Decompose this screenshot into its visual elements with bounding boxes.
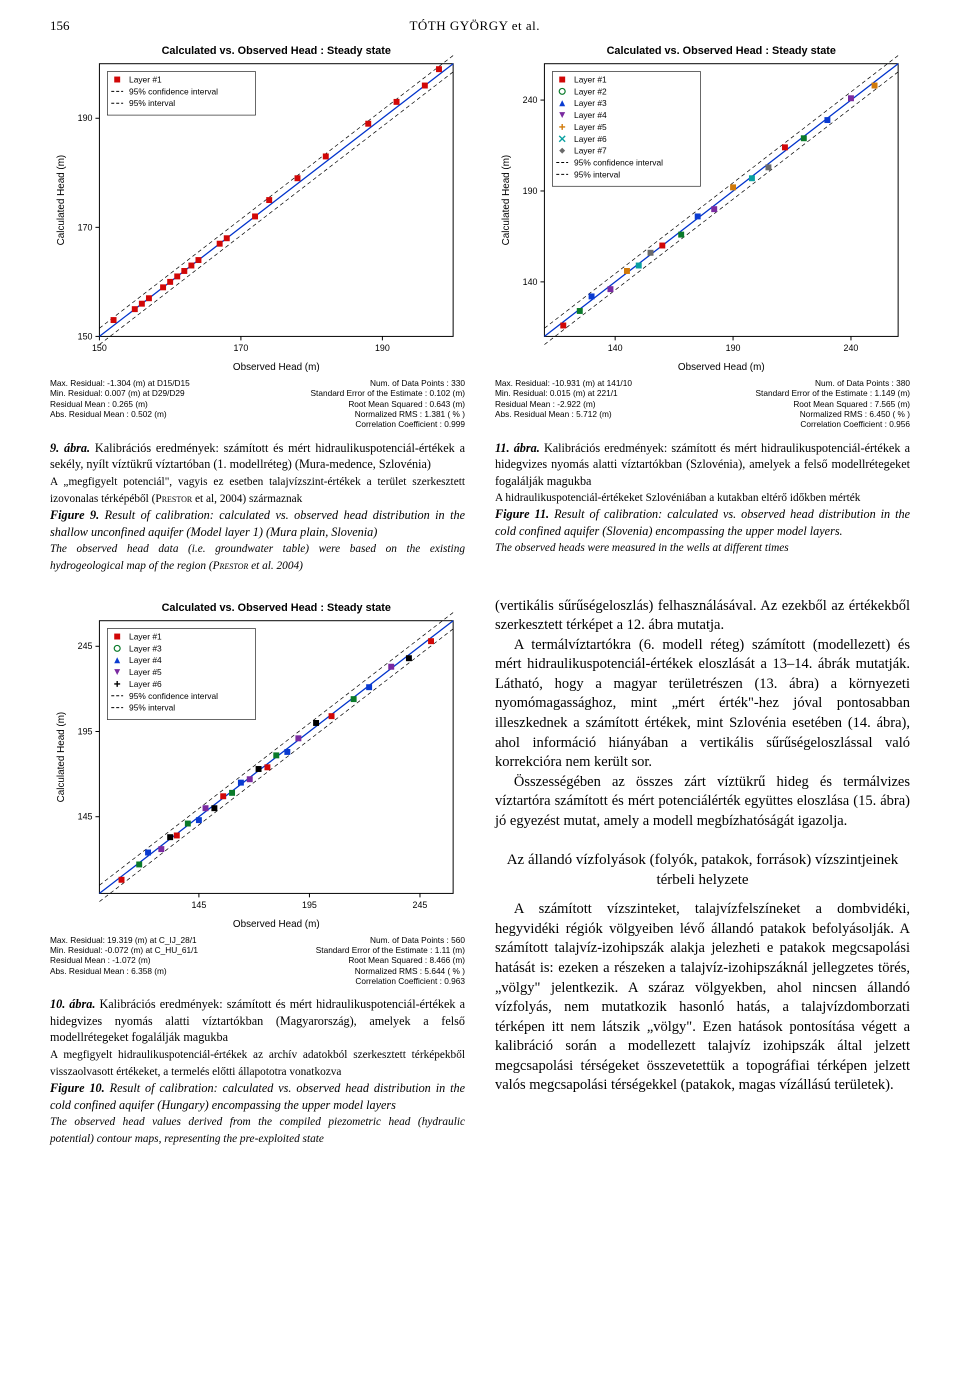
- figure-9: Calculated vs. Observed Head : Steady st…: [50, 40, 465, 575]
- svg-text:Calculated Head (m): Calculated Head (m): [56, 155, 67, 246]
- figure-11: Calculated vs. Observed Head : Steady st…: [495, 40, 910, 575]
- svg-text:190: 190: [726, 343, 741, 353]
- svg-text:Layer #2: Layer #2: [574, 86, 607, 96]
- svg-text:150: 150: [78, 331, 93, 341]
- svg-text:Layer #3: Layer #3: [129, 643, 162, 653]
- svg-text:Layer #5: Layer #5: [129, 667, 162, 677]
- page-number: 156: [50, 18, 70, 34]
- page-header: 156 TÓTH GYÖRGY et al.: [50, 18, 910, 34]
- fig9-chart: Calculated vs. Observed Head : Steady st…: [50, 40, 465, 376]
- svg-text:Layer #1: Layer #1: [129, 74, 162, 84]
- svg-text:190: 190: [523, 186, 538, 196]
- svg-text:190: 190: [78, 113, 93, 123]
- fig10-stats: Max. Residual: 19.319 (m) at C_IJ_28/1 M…: [50, 935, 465, 987]
- svg-text:95% interval: 95% interval: [129, 98, 175, 108]
- svg-text:195: 195: [78, 726, 93, 736]
- fig11-stats: Max. Residual: -10.931 (m) at 141/10 Min…: [495, 378, 910, 430]
- svg-text:Observed Head (m): Observed Head (m): [233, 919, 320, 930]
- svg-text:240: 240: [844, 343, 859, 353]
- svg-text:150: 150: [92, 343, 107, 353]
- svg-text:Calculated vs. Observed Head :: Calculated vs. Observed Head : Steady st…: [607, 45, 836, 57]
- figure-10: Calculated vs. Observed Head : Steady st…: [50, 597, 465, 1148]
- body-para-1: (vertikális sűrűségeloszlás) felhasználá…: [495, 597, 910, 636]
- fig11-caption: 11. ábra. Kalibrációs eredmények: számít…: [495, 440, 910, 557]
- svg-text:Layer #6: Layer #6: [574, 134, 607, 144]
- svg-text:140: 140: [608, 343, 623, 353]
- svg-text:240: 240: [523, 95, 538, 105]
- svg-text:95% interval: 95% interval: [129, 702, 175, 712]
- fig9-stats: Max. Residual: -1.304 (m) at D15/D15 Min…: [50, 378, 465, 430]
- fig10-caption: 10. ábra. Kalibrációs eredmények: számít…: [50, 996, 465, 1147]
- fig9-caption: 9. ábra. Kalibrációs eredmények: számíto…: [50, 440, 465, 575]
- fig10-chart: Calculated vs. Observed Head : Steady st…: [50, 597, 465, 933]
- running-head: TÓTH GYÖRGY et al.: [409, 18, 540, 34]
- svg-text:245: 245: [413, 900, 428, 910]
- svg-text:190: 190: [375, 343, 390, 353]
- svg-text:Calculated vs. Observed Head :: Calculated vs. Observed Head : Steady st…: [162, 45, 391, 57]
- svg-text:Layer #5: Layer #5: [574, 122, 607, 132]
- svg-text:95% confidence interval: 95% confidence interval: [574, 157, 663, 167]
- svg-text:Observed Head (m): Observed Head (m): [678, 362, 765, 373]
- body-para-3: Összességében az összes zárt víztükrű hi…: [495, 773, 910, 832]
- body-text-column: (vertikális sűrűségeloszlás) felhasználá…: [495, 597, 910, 1148]
- svg-text:Observed Head (m): Observed Head (m): [233, 362, 320, 373]
- svg-text:Layer #1: Layer #1: [574, 74, 607, 84]
- svg-text:Layer #7: Layer #7: [574, 146, 607, 156]
- svg-text:Layer #3: Layer #3: [574, 98, 607, 108]
- svg-text:245: 245: [78, 641, 93, 651]
- body-para-2: A termálvíztartókra (6. modell réteg) sz…: [495, 636, 910, 773]
- svg-text:195: 195: [302, 900, 317, 910]
- svg-text:145: 145: [191, 900, 206, 910]
- section-subhead: Az állandó vízfolyások (folyók, patakok,…: [495, 851, 910, 890]
- svg-text:Layer #6: Layer #6: [129, 679, 162, 689]
- fig11-chart: Calculated vs. Observed Head : Steady st…: [495, 40, 910, 376]
- svg-text:Calculated vs. Observed Head :: Calculated vs. Observed Head : Steady st…: [162, 601, 391, 613]
- svg-text:Layer #4: Layer #4: [574, 110, 607, 120]
- svg-text:170: 170: [233, 343, 248, 353]
- svg-text:Layer #1: Layer #1: [129, 631, 162, 641]
- svg-text:95% confidence interval: 95% confidence interval: [129, 86, 218, 96]
- svg-text:95% interval: 95% interval: [574, 169, 620, 179]
- svg-text:Calculated Head (m): Calculated Head (m): [56, 711, 67, 802]
- body-para-4: A számított vízszinteket, talajvízfelszí…: [495, 900, 910, 1096]
- svg-text:145: 145: [78, 811, 93, 821]
- svg-text:95% confidence interval: 95% confidence interval: [129, 690, 218, 700]
- fig9-caption-hu: Kalibrációs eredmények: számított és mér…: [50, 441, 465, 471]
- svg-text:170: 170: [78, 222, 93, 232]
- svg-text:Calculated Head (m): Calculated Head (m): [501, 155, 512, 246]
- svg-text:140: 140: [523, 277, 538, 287]
- svg-text:Layer #4: Layer #4: [129, 655, 162, 665]
